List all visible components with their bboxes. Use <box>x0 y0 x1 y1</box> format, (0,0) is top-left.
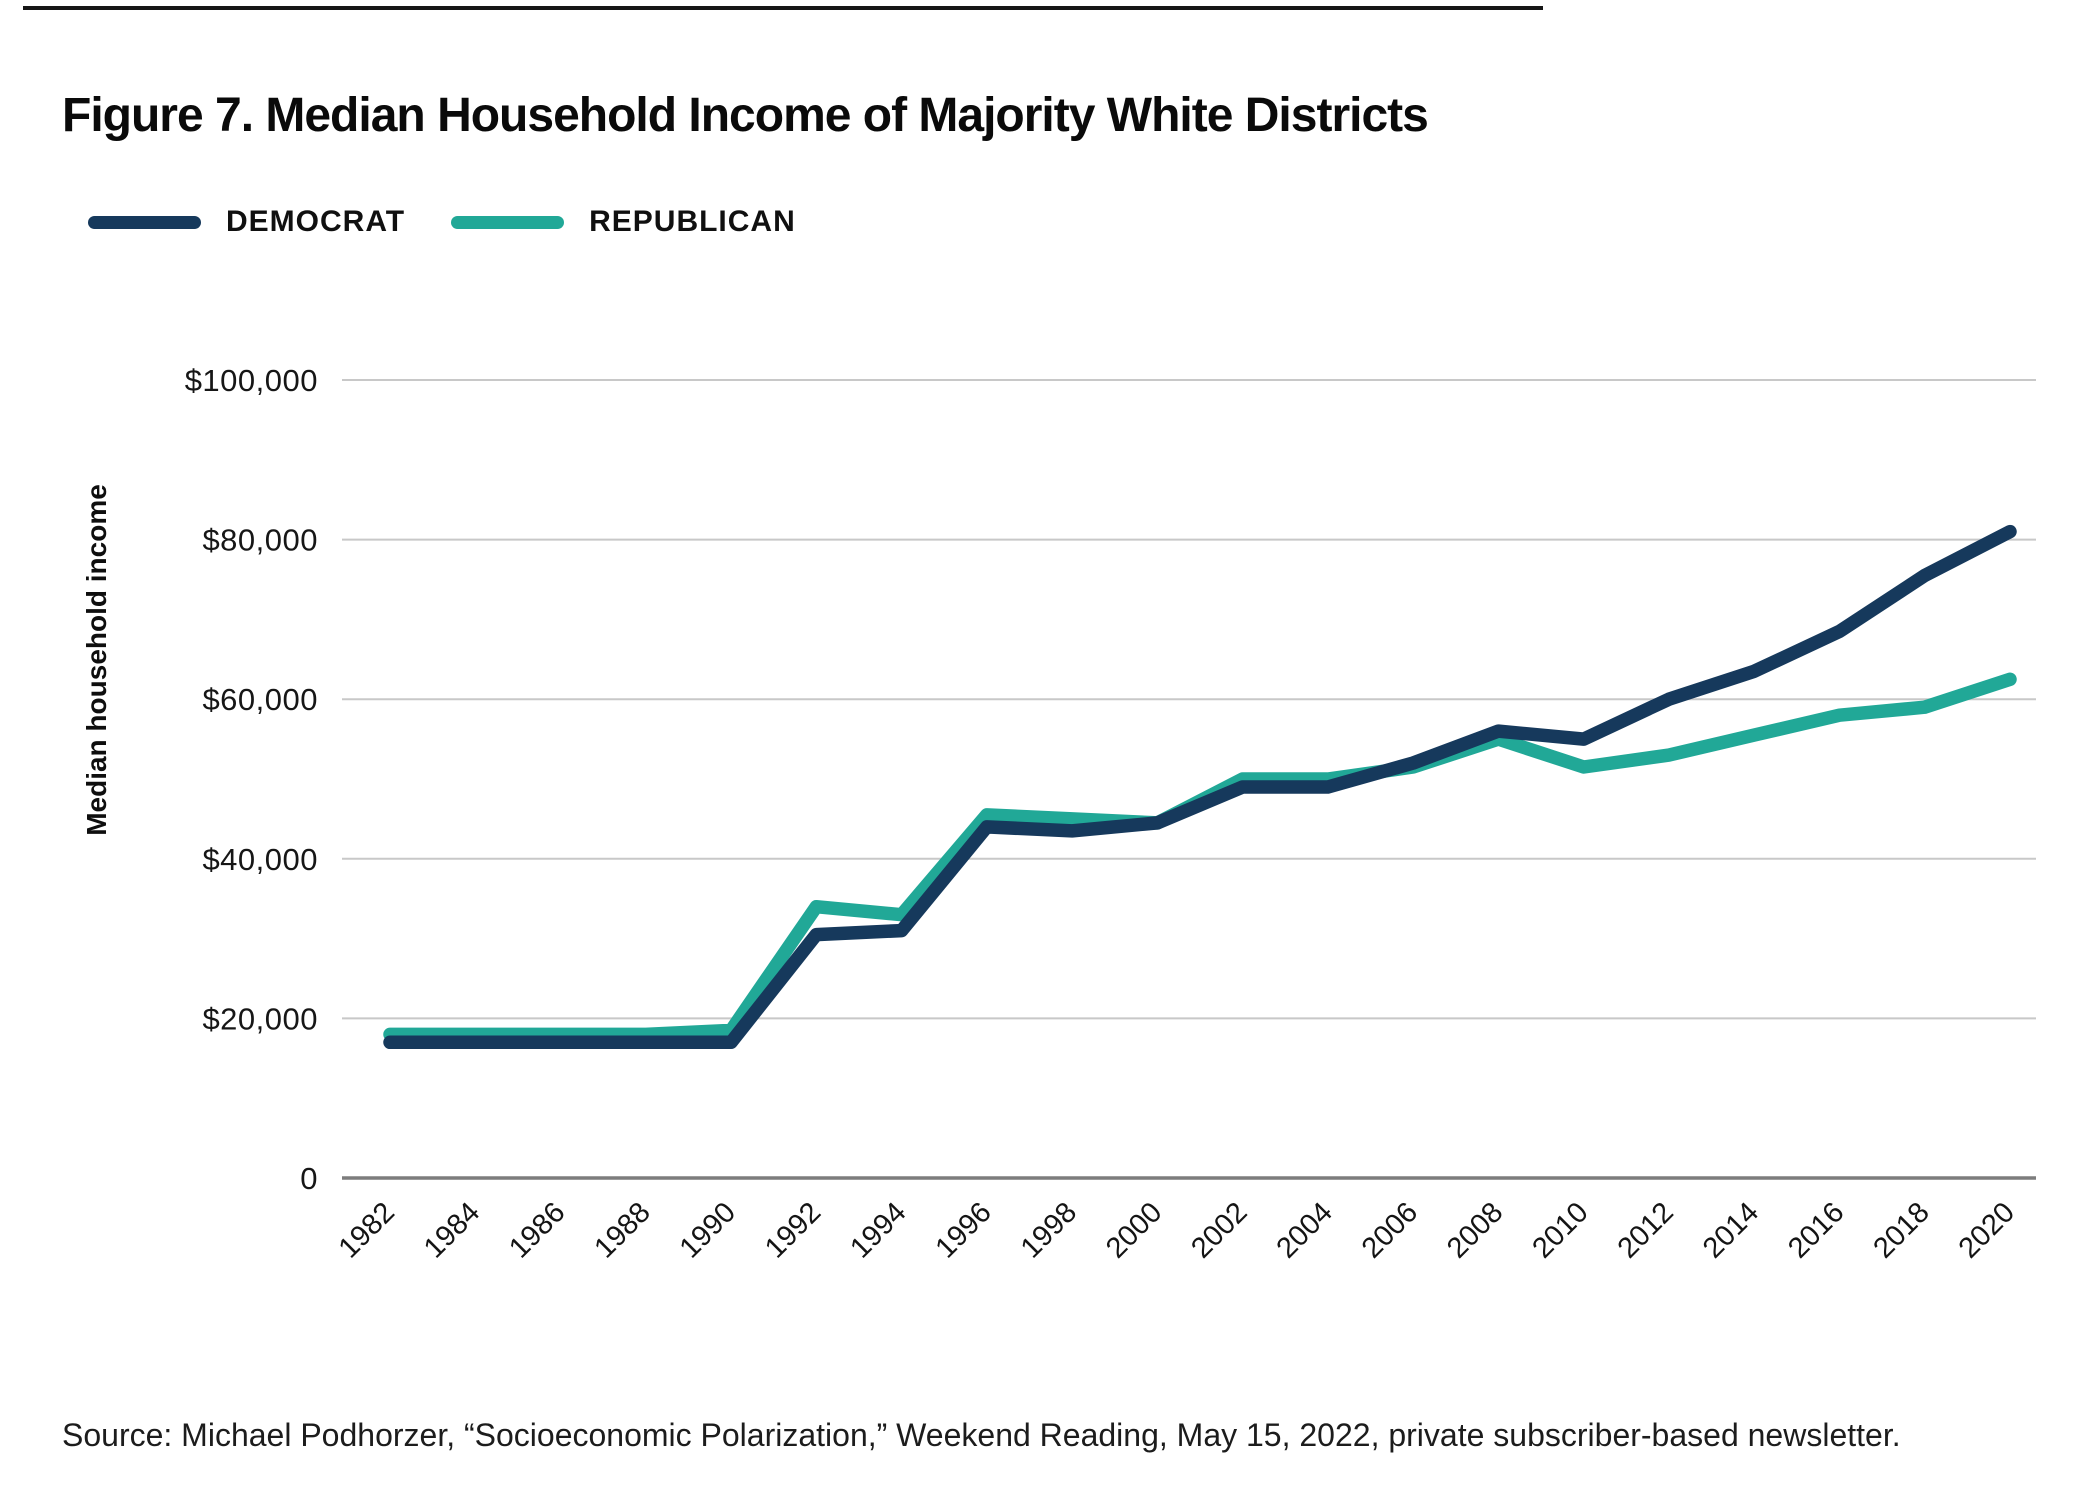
x-tick-label: 2002 <box>1185 1196 1253 1264</box>
y-tick-label: 0 <box>300 1161 318 1196</box>
x-tick-label: 2016 <box>1782 1196 1850 1264</box>
figure-title: Figure 7. Median Household Income of Maj… <box>62 89 1429 143</box>
republican-line-swatch <box>451 215 565 229</box>
democrat-line-swatch <box>88 215 201 229</box>
x-tick-label: 2008 <box>1441 1196 1509 1264</box>
legend-item-republican: REPUBLICAN <box>451 205 796 239</box>
y-tick-label: $20,000 <box>202 1001 318 1036</box>
chart-legend: DEMOCRAT REPUBLICAN <box>88 205 796 239</box>
x-tick-label: 2018 <box>1867 1196 1935 1264</box>
x-tick-label: 2004 <box>1271 1196 1339 1264</box>
republican-line <box>383 672 2017 1042</box>
y-tick-label: $40,000 <box>202 842 318 877</box>
legend-label-democrat: DEMOCRAT <box>226 205 406 238</box>
x-tick-label: 1990 <box>674 1196 742 1264</box>
x-tick-label: 1998 <box>1015 1196 1083 1264</box>
y-tick-label: $100,000 <box>185 363 318 398</box>
y-tick-label: $60,000 <box>202 682 318 717</box>
x-tick-label: 1992 <box>759 1196 827 1264</box>
top-rule-divider <box>23 6 1543 10</box>
x-tick-label: 2014 <box>1697 1196 1765 1264</box>
x-tick-label: 1994 <box>844 1196 912 1264</box>
x-tick-label: 1984 <box>418 1196 486 1264</box>
x-tick-label: 2012 <box>1612 1196 1680 1264</box>
x-tick-label: 1996 <box>930 1196 998 1264</box>
x-tick-label: 1988 <box>588 1196 656 1264</box>
legend-label-republican: REPUBLICAN <box>589 205 796 238</box>
x-tick-label: 1982 <box>333 1196 401 1264</box>
x-tick-label: 2010 <box>1526 1196 1594 1264</box>
source-note: Source: Michael Podhorzer, “Socioeconomi… <box>62 1417 1901 1453</box>
y-tick-label: $80,000 <box>202 523 318 558</box>
legend-item-democrat: DEMOCRAT <box>88 205 405 239</box>
x-tick-label: 2000 <box>1100 1196 1168 1264</box>
x-tick-label: 1986 <box>503 1196 571 1264</box>
x-tick-label: 2006 <box>1356 1196 1424 1264</box>
democrat-line <box>383 524 2017 1050</box>
x-tick-label: 2020 <box>1953 1196 2021 1264</box>
